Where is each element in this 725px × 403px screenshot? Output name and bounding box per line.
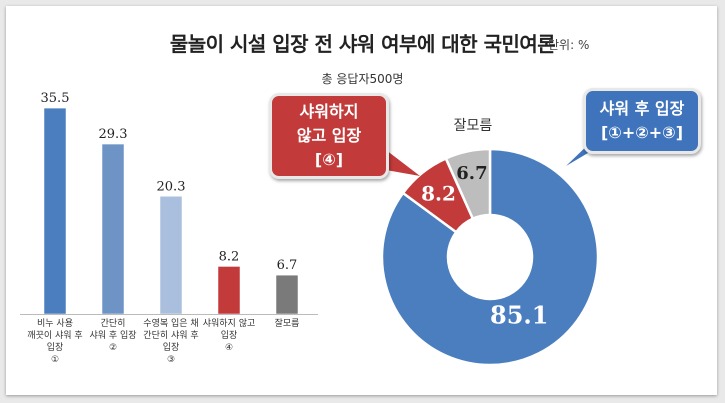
- bar-value-label-3: 20.3: [157, 179, 186, 194]
- bar-4: [217, 266, 241, 315]
- bar-category-label-line: 간단히 샤워 후: [143, 331, 199, 341]
- bar-category-label-line: 입장: [220, 331, 238, 341]
- bar-category-label-line: 간단히: [100, 319, 126, 329]
- bar-value-label-4: 8.2: [219, 249, 240, 264]
- bar-category-label-line: 수영복 입은 채: [143, 319, 199, 329]
- donut-value-unknown: 6.7: [456, 163, 487, 184]
- bar-value-label-1: 35.5: [41, 91, 70, 106]
- callout-no-shower: 샤워하지 않고 입장 [④]: [269, 93, 389, 179]
- donut-label-unknown: 잘모름: [454, 118, 493, 134]
- donut-slice-shower: [380, 147, 600, 367]
- donut-value-no-shower: 8.2: [421, 181, 456, 205]
- bar-1: [43, 107, 67, 315]
- callout-no-shower-line2: 않고 입장: [296, 126, 362, 145]
- callout-no-shower-pointer: [386, 150, 420, 176]
- bar-category-label-line: 입장: [162, 343, 180, 353]
- bar-category-label-line: 샤워 후 입장: [89, 331, 137, 341]
- donut-value-shower: 85.1: [490, 300, 548, 329]
- bar-category-label-line: 입장: [46, 343, 64, 353]
- donut-slice-unknown: [444, 147, 492, 221]
- unit-label: 단위: %: [548, 38, 590, 52]
- bar-3: [159, 196, 183, 315]
- bar-category-label-5: 잘모름: [247, 318, 327, 330]
- bar-category-label-line: 깨끗이 샤워 후: [27, 331, 83, 341]
- bar-5: [275, 274, 299, 315]
- respondents-label: 총 응답자500명: [321, 72, 404, 86]
- callout-shower: 샤워 후 입장 [①+②+③]: [583, 88, 701, 154]
- bar-category-label-line: ④: [224, 343, 234, 353]
- chart-frame: [6, 6, 717, 395]
- bar-category-label-line: 샤워하지 않고: [202, 319, 256, 329]
- bar-value-label-5: 6.7: [277, 258, 298, 273]
- bar-category-label-line: 잘모름: [274, 319, 300, 329]
- chart-title: 물놀이 시설 입장 전 샤워 여부에 대한 국민여론: [169, 32, 556, 56]
- callout-shower-line2: [①+②+③]: [600, 123, 684, 142]
- callout-shower-line1: 샤워 후 입장: [599, 99, 685, 118]
- callout-no-shower-line3: [④]: [314, 150, 344, 169]
- bar-2: [101, 143, 125, 315]
- bar-category-label-line: ③: [166, 355, 176, 365]
- bar-category-label-line: ②: [108, 343, 118, 353]
- bar-category-label-line: ①: [50, 355, 60, 365]
- callout-no-shower-line1: 샤워하지: [299, 102, 359, 121]
- bar-value-label-2: 29.3: [99, 127, 128, 142]
- bar-category-label-line: 비누 사용: [37, 319, 73, 329]
